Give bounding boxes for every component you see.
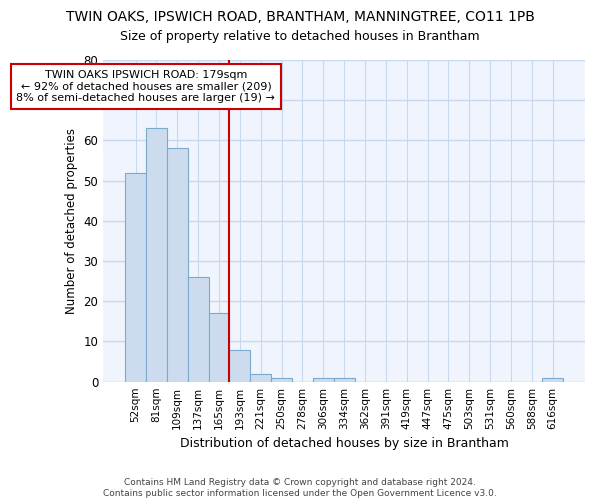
Bar [209, 314, 229, 382]
X-axis label: Distribution of detached houses by size in Brantham: Distribution of detached houses by size … [179, 437, 509, 450]
Text: TWIN OAKS IPSWICH ROAD: 179sqm
← 92% of detached houses are smaller (209)
8% of : TWIN OAKS IPSWICH ROAD: 179sqm ← 92% of … [16, 70, 275, 103]
Bar [542, 378, 563, 382]
Bar [250, 374, 271, 382]
Text: Contains HM Land Registry data © Crown copyright and database right 2024.
Contai: Contains HM Land Registry data © Crown c… [103, 478, 497, 498]
Bar [229, 350, 250, 382]
Bar [334, 378, 355, 382]
Bar [125, 172, 146, 382]
Bar [167, 148, 188, 382]
Text: TWIN OAKS, IPSWICH ROAD, BRANTHAM, MANNINGTREE, CO11 1PB: TWIN OAKS, IPSWICH ROAD, BRANTHAM, MANNI… [65, 10, 535, 24]
Y-axis label: Number of detached properties: Number of detached properties [65, 128, 78, 314]
Bar [313, 378, 334, 382]
Bar [271, 378, 292, 382]
Bar [188, 277, 209, 382]
Bar [146, 128, 167, 382]
Text: Size of property relative to detached houses in Brantham: Size of property relative to detached ho… [120, 30, 480, 43]
